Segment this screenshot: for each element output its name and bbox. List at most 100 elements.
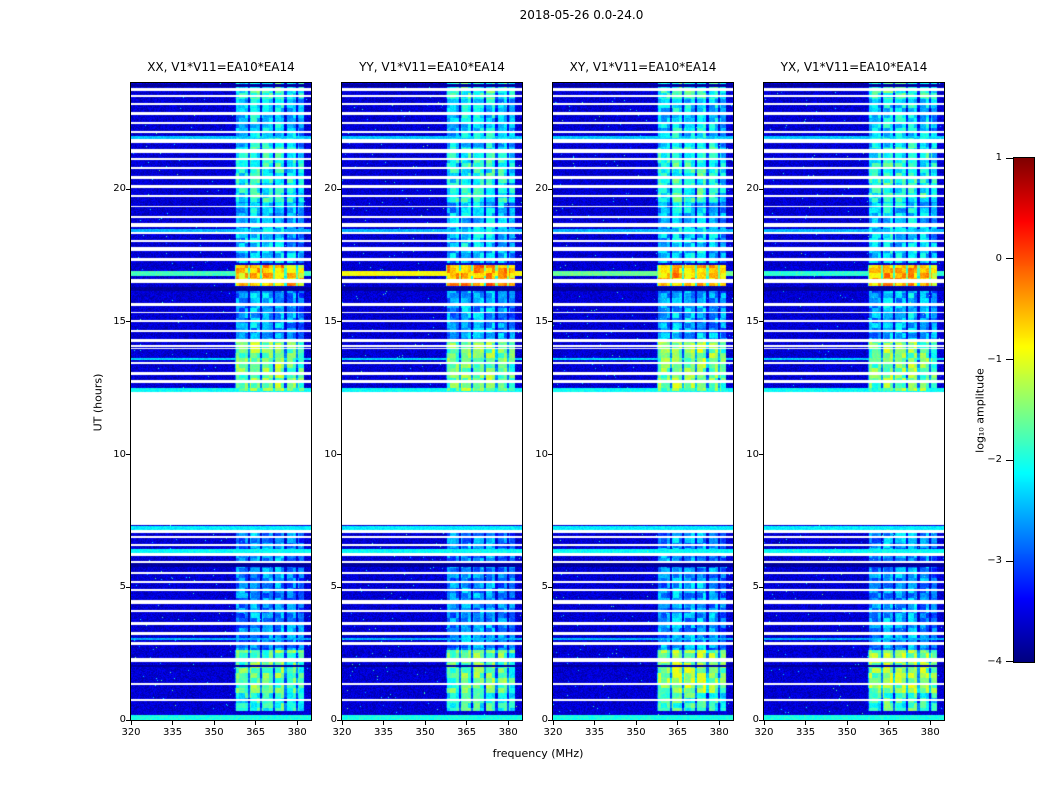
spectrogram-canvas-yy xyxy=(342,83,522,720)
y-tick xyxy=(548,586,552,588)
panel-title-xy: XY, V1*V11=EA10*EA14 xyxy=(569,60,717,74)
spectrogram-canvas-xx xyxy=(131,83,311,720)
y-tick xyxy=(548,188,552,190)
y-tick xyxy=(759,188,763,190)
spectrogram-canvas-xy xyxy=(553,83,733,720)
x-tick-label: 335 xyxy=(162,727,183,738)
x-tick-label: 320 xyxy=(332,727,352,738)
colorbar-tick xyxy=(1006,459,1013,461)
y-tick xyxy=(759,719,763,721)
colorbar-tick-label: −3 xyxy=(987,555,1002,567)
y-tick xyxy=(548,321,552,323)
x-tick-label: 335 xyxy=(795,727,816,738)
y-tick xyxy=(337,719,341,721)
x-tick xyxy=(594,721,596,725)
y-tick-label: 0 xyxy=(119,714,126,725)
x-tick-label: 380 xyxy=(498,727,518,738)
x-tick xyxy=(677,721,679,725)
x-tick xyxy=(466,721,468,725)
y-tick-label: 10 xyxy=(746,448,759,460)
y-tick xyxy=(337,586,341,588)
y-tick xyxy=(337,188,341,190)
x-tick xyxy=(255,721,257,725)
y-tick-label: 5 xyxy=(330,581,337,593)
x-tick xyxy=(383,721,385,725)
y-tick-label: 10 xyxy=(535,448,548,460)
y-tick-label: 20 xyxy=(746,183,759,195)
x-tick xyxy=(888,721,890,725)
x-tick-label: 320 xyxy=(543,727,563,738)
x-tick xyxy=(846,721,848,725)
y-tick xyxy=(126,454,130,456)
x-axis-label: frequency (MHz) xyxy=(492,747,584,760)
y-tick xyxy=(337,321,341,323)
panel-title-yy: YY, V1*V11=EA10*EA14 xyxy=(359,60,505,74)
y-tick-label: 15 xyxy=(324,315,337,327)
x-tick xyxy=(718,721,720,725)
colorbar-canvas xyxy=(1014,158,1034,662)
y-tick xyxy=(337,454,341,456)
colorbar-tick xyxy=(1006,258,1013,260)
y-tick-label: 0 xyxy=(752,714,759,725)
y-tick-label: 20 xyxy=(324,183,337,195)
x-tick xyxy=(763,721,765,725)
colorbar: 1 0 −1 −2 −3 −4 xyxy=(987,152,1035,667)
x-tick xyxy=(507,721,509,725)
x-tick xyxy=(805,721,807,725)
x-tick-label: 380 xyxy=(709,727,729,738)
x-tick-label: 350 xyxy=(626,727,646,738)
y-tick xyxy=(548,719,552,721)
x-tick-label: 365 xyxy=(246,727,266,738)
colorbar-tick-label: 1 xyxy=(995,152,1002,163)
spectrogram-panel-yy: 320 335 350 365 380 0 5 10 15 20 xyxy=(324,82,523,738)
x-tick-label: 365 xyxy=(879,727,899,738)
colorbar-tick-label: 0 xyxy=(995,252,1002,264)
x-tick-label: 380 xyxy=(920,727,940,738)
y-tick xyxy=(126,321,130,323)
x-tick-label: 365 xyxy=(457,727,477,738)
x-tick-label: 350 xyxy=(204,727,224,738)
y-tick-label: 0 xyxy=(541,714,548,725)
y-tick xyxy=(759,454,763,456)
x-tick xyxy=(341,721,343,725)
x-tick-label: 365 xyxy=(668,727,688,738)
y-tick-label: 15 xyxy=(535,315,548,327)
colorbar-label: log₁₀ amplitude xyxy=(973,368,987,453)
x-tick-label: 380 xyxy=(287,727,307,738)
x-tick-label: 350 xyxy=(837,727,857,738)
y-tick xyxy=(126,719,130,721)
x-tick-label: 350 xyxy=(415,727,435,738)
spectrogram-panel-xy: 320 335 350 365 380 0 5 10 15 20 xyxy=(535,82,734,738)
spectrogram-panel-yx: 320 335 350 365 380 0 5 10 15 20 xyxy=(746,82,945,738)
panel-title-yx: YX, V1*V11=EA10*EA14 xyxy=(780,60,928,74)
colorbar-tick-label: −2 xyxy=(987,454,1002,466)
y-tick-label: 15 xyxy=(746,315,759,327)
y-tick-label: 0 xyxy=(330,714,337,725)
y-tick xyxy=(126,188,130,190)
x-tick xyxy=(296,721,298,725)
y-tick xyxy=(548,454,552,456)
x-tick-label: 320 xyxy=(754,727,774,738)
x-tick xyxy=(213,721,215,725)
colorbar-tick-label: −1 xyxy=(987,353,1002,365)
colorbar-tick xyxy=(1006,661,1013,662)
y-tick-label: 10 xyxy=(113,448,126,460)
x-tick xyxy=(929,721,931,725)
x-tick-label: 335 xyxy=(373,727,394,738)
x-tick xyxy=(172,721,174,725)
y-tick-label: 20 xyxy=(535,183,548,195)
x-tick xyxy=(130,721,132,725)
panel-title-xx: XX, V1*V11=EA10*EA14 xyxy=(147,60,295,74)
x-tick xyxy=(424,721,426,725)
x-tick xyxy=(635,721,637,725)
y-tick-label: 5 xyxy=(541,581,548,593)
spectrogram-canvas-yx xyxy=(764,83,944,720)
y-tick-label: 10 xyxy=(324,448,337,460)
y-tick-label: 15 xyxy=(113,315,126,327)
colorbar-tick-label: −4 xyxy=(987,656,1002,667)
colorbar-tick xyxy=(1006,560,1013,562)
y-tick xyxy=(759,586,763,588)
y-tick xyxy=(759,321,763,323)
x-tick-label: 335 xyxy=(584,727,605,738)
